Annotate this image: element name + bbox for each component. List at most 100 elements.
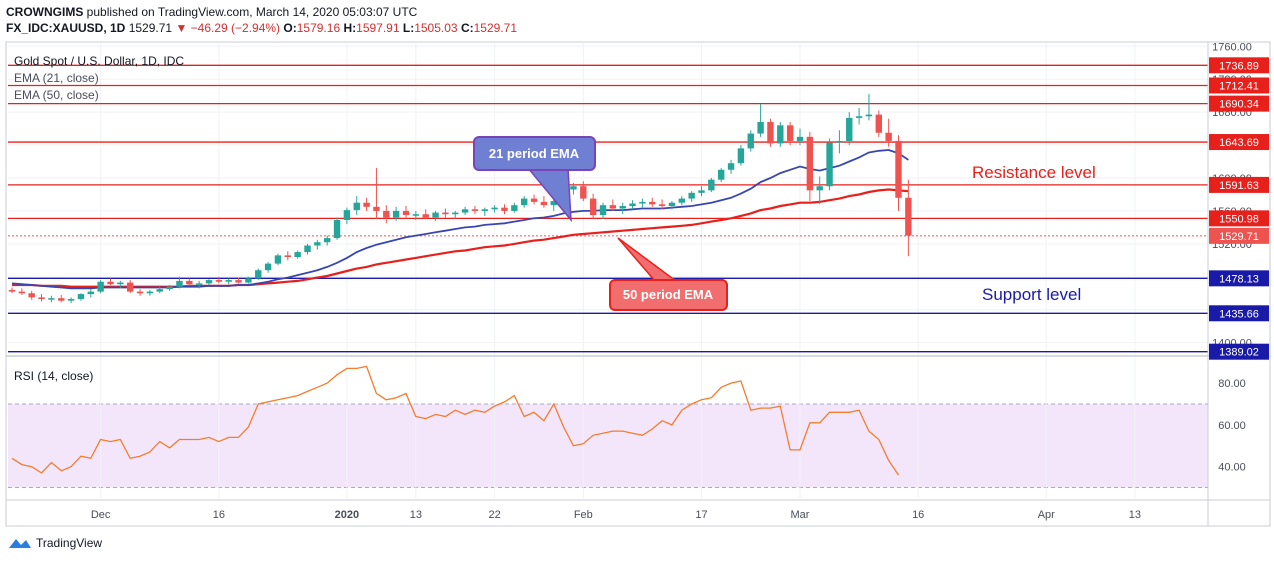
candle-body: [402, 210, 410, 216]
price-axis-tick-label: 1760.00: [1212, 41, 1252, 53]
candle-body: [826, 142, 833, 187]
candlestick: [225, 278, 232, 285]
candlestick: [747, 130, 754, 152]
tradingview-footer[interactable]: TradingView: [8, 536, 102, 550]
candle-body: [353, 202, 360, 211]
candle-body: [570, 186, 577, 190]
candlestick: [176, 276, 183, 289]
published-text: published on TradingView.com, March 14, …: [86, 5, 418, 19]
candle-body: [186, 280, 193, 285]
candle-body: [471, 209, 479, 211]
candlestick: [501, 204, 508, 215]
ema50-callout-box: [609, 279, 728, 311]
candlestick: [629, 200, 636, 210]
candle-body: [284, 255, 291, 258]
candlestick: [678, 196, 685, 206]
candle-body: [589, 198, 597, 216]
candle-body: [28, 293, 35, 298]
ema21-callout-text: 21 period EMA: [489, 146, 580, 161]
candlestick: [452, 210, 459, 220]
candle-body: [432, 212, 439, 218]
last-price-tag-text: 1529.71: [1219, 231, 1259, 243]
candle-body: [718, 169, 725, 180]
ema50-callout-text: 50 period EMA: [623, 287, 714, 302]
candlestick: [589, 193, 597, 220]
rsi-line: [11, 365, 900, 476]
candle-body: [422, 214, 429, 218]
candlestick: [570, 182, 577, 195]
time-axis-tick-label: Mar: [791, 509, 810, 521]
candlestick: [471, 205, 479, 215]
candle-body: [757, 122, 764, 134]
candle-body: [501, 207, 508, 211]
candle-body: [511, 205, 518, 211]
candlestick: [619, 202, 626, 215]
close-label: C:: [460, 21, 474, 35]
support-level-tag-text: 1435.66: [1219, 308, 1259, 320]
support-level-tag: [1209, 270, 1269, 287]
candlestick: [905, 179, 912, 257]
candle-body: [895, 140, 902, 198]
candle-body: [412, 214, 420, 216]
price-pane-border: [5, 41, 1271, 527]
candle-body: [205, 280, 213, 284]
candlestick: [245, 276, 252, 284]
candle-body: [550, 201, 557, 206]
candlestick: [107, 278, 114, 286]
candle-body: [619, 205, 626, 209]
candlestick: [550, 199, 557, 211]
resistance-level-tag: [1209, 134, 1269, 151]
candle-body: [668, 202, 676, 206]
candle-body: [58, 298, 65, 301]
candle-body: [442, 212, 449, 215]
candle-body: [18, 291, 26, 294]
time-axis-tick-label: Feb: [574, 509, 593, 521]
resistance-level-tag: [1209, 210, 1269, 227]
candlestick: [274, 253, 282, 266]
candlestick: [609, 199, 617, 211]
candle-body: [639, 201, 646, 204]
candle-body: [806, 136, 814, 191]
candle-body: [599, 205, 607, 216]
candlestick: [146, 289, 154, 296]
candle-body: [343, 210, 351, 220]
candlestick: [363, 197, 370, 211]
candlestick: [67, 297, 75, 304]
candle-body: [481, 209, 488, 211]
resistance-level-tag-text: 1643.69: [1219, 137, 1259, 149]
candlestick: [540, 196, 548, 208]
candle-body: [609, 205, 617, 209]
candlestick: [28, 290, 35, 300]
candlestick: [875, 110, 882, 137]
header-line-1: CROWNGIMS published on TradingView.com, …: [6, 4, 517, 20]
candlestick: [324, 235, 331, 246]
ema50-callout-pointer: [617, 237, 679, 282]
candle-body: [846, 117, 853, 141]
candlestick: [186, 278, 193, 286]
author-name[interactable]: CROWNGIMS: [6, 5, 84, 19]
candlestick: [442, 208, 449, 218]
candlestick: [718, 168, 725, 183]
candle-body: [737, 148, 745, 164]
candle-body: [452, 212, 459, 215]
candlestick: [580, 181, 587, 202]
time-axis-tick-label: 13: [1129, 509, 1141, 521]
time-axis-tick-label: 16: [912, 509, 924, 521]
candlestick: [38, 294, 45, 302]
candlestick: [97, 280, 104, 294]
candle-body: [865, 114, 873, 117]
candle-body: [264, 263, 272, 271]
candle-body: [698, 190, 705, 193]
support-level-tag: [1209, 343, 1269, 360]
tradingview-brand: TradingView: [36, 536, 103, 550]
candle-body: [146, 291, 154, 294]
support-level-annotation: Support level: [982, 285, 1081, 304]
candle-body: [176, 280, 183, 287]
symbol-label: FX_IDC:XAUUSD, 1D: [6, 21, 126, 35]
candle-body: [87, 291, 94, 295]
candlestick: [77, 293, 85, 301]
candle-body: [727, 163, 735, 170]
candlestick: [117, 280, 124, 289]
candle-body: [8, 289, 16, 292]
candlestick: [343, 207, 351, 225]
